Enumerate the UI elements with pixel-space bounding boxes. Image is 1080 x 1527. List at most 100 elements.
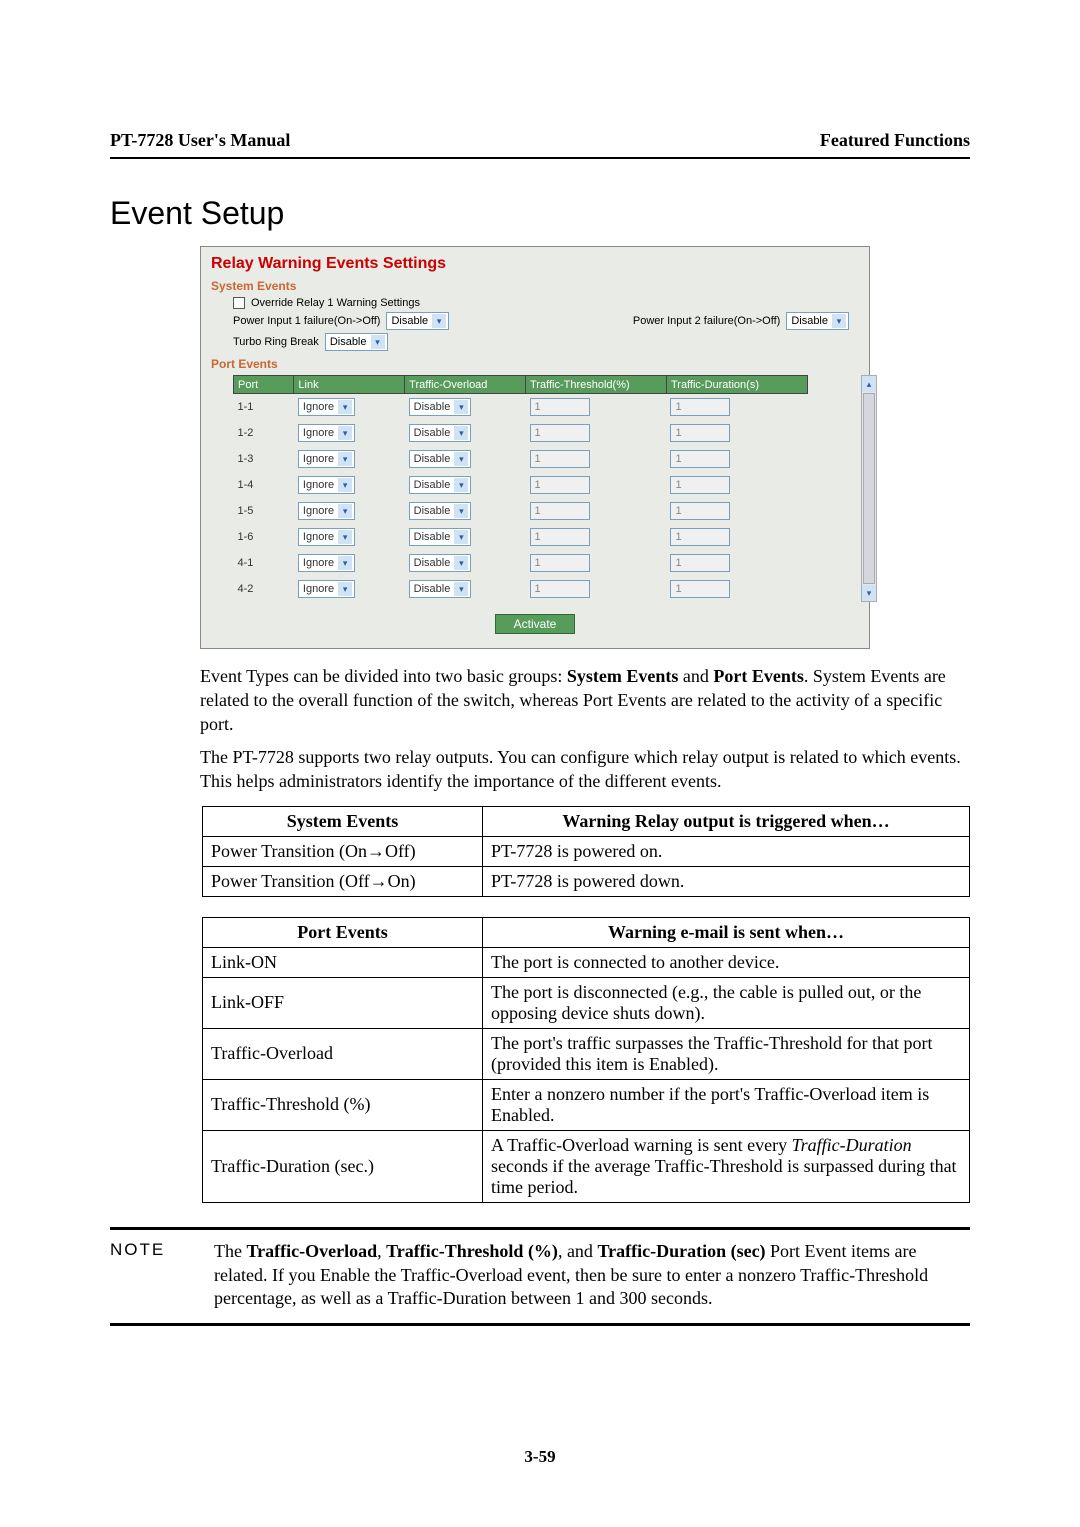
scroll-up-icon[interactable]: ▴ <box>862 376 876 392</box>
pi1-select[interactable]: Disable ▾ <box>386 312 449 330</box>
table-row: 1-2Ignore▾Disable▾11 <box>234 420 808 446</box>
note-label: NOTE <box>110 1240 190 1311</box>
port-select[interactable]: Disable▾ <box>409 398 472 416</box>
ss-col-header: Port <box>234 376 294 394</box>
t2-h2: Warning e-mail is sent when… <box>483 917 970 947</box>
port-input[interactable]: 1 <box>670 502 730 520</box>
page-number: 3-59 <box>0 1447 1080 1467</box>
activate-button[interactable]: Activate <box>495 614 575 634</box>
port-select[interactable]: Ignore▾ <box>298 502 355 520</box>
t1-h2: Warning Relay output is triggered when… <box>483 806 970 836</box>
chevron-down-icon: ▾ <box>371 335 385 349</box>
table-row: Traffic-Duration (sec.)A Traffic-Overloa… <box>203 1130 970 1202</box>
note-body: The Traffic-Overload, Traffic-Threshold … <box>214 1240 970 1311</box>
chevron-down-icon: ▾ <box>338 478 352 492</box>
port-input[interactable]: 1 <box>670 554 730 572</box>
header-left: PT-7728 User's Manual <box>110 130 290 151</box>
table-row: Traffic-OverloadThe port's traffic surpa… <box>203 1028 970 1079</box>
port-input[interactable]: 1 <box>670 476 730 494</box>
table-row: 4-2Ignore▾Disable▾11 <box>234 576 808 602</box>
chevron-down-icon: ▾ <box>432 314 446 328</box>
chevron-down-icon: ▾ <box>454 582 468 596</box>
port-input[interactable]: 1 <box>530 554 590 572</box>
port-input[interactable]: 1 <box>670 424 730 442</box>
body-text: Event Types can be divided into two basi… <box>200 665 970 794</box>
override-checkbox[interactable] <box>233 297 245 309</box>
turbo-select[interactable]: Disable ▾ <box>325 333 388 351</box>
port-select[interactable]: Ignore▾ <box>298 580 355 598</box>
port-input[interactable]: 1 <box>530 476 590 494</box>
port-input[interactable]: 1 <box>530 424 590 442</box>
table-row: 1-5Ignore▾Disable▾11 <box>234 498 808 524</box>
port-events-table: PortLinkTraffic-OverloadTraffic-Threshol… <box>233 375 808 602</box>
chevron-down-icon: ▾ <box>454 504 468 518</box>
table-row: Traffic-Threshold (%)Enter a nonzero num… <box>203 1079 970 1130</box>
system-events-label: System Events <box>211 279 859 293</box>
port-select[interactable]: Ignore▾ <box>298 424 355 442</box>
header-right: Featured Functions <box>820 130 970 151</box>
pi1-label: Power Input 1 failure(On->Off) <box>233 315 380 327</box>
ss-col-header: Traffic-Duration(s) <box>666 376 807 394</box>
port-input[interactable]: 1 <box>670 450 730 468</box>
port-select[interactable]: Ignore▾ <box>298 528 355 546</box>
chevron-down-icon: ▾ <box>454 426 468 440</box>
chevron-down-icon: ▾ <box>338 400 352 414</box>
port-select[interactable]: Ignore▾ <box>298 398 355 416</box>
port-select[interactable]: Disable▾ <box>409 580 472 598</box>
port-input[interactable]: 1 <box>530 450 590 468</box>
port-events-label: Port Events <box>211 357 859 371</box>
table-row: Power Transition (On→Off)PT-7728 is powe… <box>203 836 970 866</box>
chevron-down-icon: ▾ <box>454 452 468 466</box>
pi2-select[interactable]: Disable ▾ <box>786 312 849 330</box>
port-events-description-table: Port Events Warning e-mail is sent when…… <box>202 917 970 1203</box>
port-input[interactable]: 1 <box>530 528 590 546</box>
turbo-label: Turbo Ring Break <box>233 336 319 348</box>
scroll-down-icon[interactable]: ▾ <box>862 585 876 601</box>
chevron-down-icon: ▾ <box>338 504 352 518</box>
port-select[interactable]: Ignore▾ <box>298 554 355 572</box>
chevron-down-icon: ▾ <box>454 400 468 414</box>
table-row: 1-3Ignore▾Disable▾11 <box>234 446 808 472</box>
chevron-down-icon: ▾ <box>338 426 352 440</box>
page-header: PT-7728 User's Manual Featured Functions <box>110 130 970 159</box>
scroll-thumb[interactable] <box>863 393 875 584</box>
t2-h1: Port Events <box>203 917 483 947</box>
port-input[interactable]: 1 <box>670 528 730 546</box>
port-select[interactable]: Disable▾ <box>409 528 472 546</box>
system-events-table: System Events Warning Relay output is tr… <box>202 806 970 897</box>
table-row: 1-6Ignore▾Disable▾11 <box>234 524 808 550</box>
pi2-label: Power Input 2 failure(On->Off) <box>633 315 780 327</box>
chevron-down-icon: ▾ <box>454 556 468 570</box>
port-select[interactable]: Disable▾ <box>409 554 472 572</box>
chevron-down-icon: ▾ <box>338 452 352 466</box>
chevron-down-icon: ▾ <box>338 530 352 544</box>
port-select[interactable]: Ignore▾ <box>298 450 355 468</box>
port-select[interactable]: Disable▾ <box>409 502 472 520</box>
port-select[interactable]: Disable▾ <box>409 476 472 494</box>
port-select[interactable]: Disable▾ <box>409 424 472 442</box>
scrollbar[interactable]: ▴ ▾ <box>861 375 877 602</box>
port-input[interactable]: 1 <box>530 502 590 520</box>
table-row: Power Transition (Off→On)PT-7728 is powe… <box>203 866 970 896</box>
port-input[interactable]: 1 <box>670 398 730 416</box>
chevron-down-icon: ▾ <box>338 556 352 570</box>
screenshot-title: Relay Warning Events Settings <box>211 255 859 273</box>
relay-settings-screenshot: Relay Warning Events Settings System Eve… <box>200 246 870 649</box>
chevron-down-icon: ▾ <box>832 314 846 328</box>
table-row: 1-4Ignore▾Disable▾11 <box>234 472 808 498</box>
chevron-down-icon: ▾ <box>454 530 468 544</box>
port-input[interactable]: 1 <box>530 398 590 416</box>
table-row: 1-1Ignore▾Disable▾11 <box>234 394 808 421</box>
ss-col-header: Traffic-Overload <box>405 376 526 394</box>
ss-col-header: Link <box>294 376 405 394</box>
chevron-down-icon: ▾ <box>454 478 468 492</box>
section-heading: Event Setup <box>110 195 970 232</box>
port-select[interactable]: Disable▾ <box>409 450 472 468</box>
port-input[interactable]: 1 <box>670 580 730 598</box>
override-label: Override Relay 1 Warning Settings <box>251 297 420 309</box>
table-row: Link-OFFThe port is disconnected (e.g., … <box>203 977 970 1028</box>
table-row: 4-1Ignore▾Disable▾11 <box>234 550 808 576</box>
port-input[interactable]: 1 <box>530 580 590 598</box>
t1-h1: System Events <box>203 806 483 836</box>
port-select[interactable]: Ignore▾ <box>298 476 355 494</box>
